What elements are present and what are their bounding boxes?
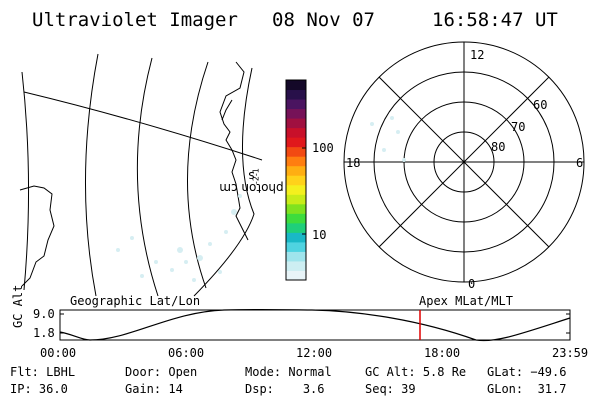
colorbar-block — [286, 260, 306, 271]
colorbar-block — [286, 118, 306, 129]
status-gain: Gain: 14 — [125, 382, 183, 396]
coastline — [221, 99, 233, 121]
colorbar — [285, 79, 307, 281]
colorbar-block — [286, 165, 306, 176]
status-seq: Seq: 39 — [365, 382, 416, 396]
observation-time: 16:58:47 UT — [432, 9, 558, 31]
longitude-line — [193, 67, 255, 297]
time-tick-1800: 18:00 — [424, 346, 461, 360]
longitude-line — [187, 61, 209, 289]
colorbar-block — [286, 203, 306, 214]
colorbar-block — [286, 184, 306, 195]
status-glat: GLat: −49.6 — [487, 365, 567, 379]
colorbar-tick-10: 10 — [312, 228, 327, 242]
colorbar-frame — [285, 79, 307, 281]
lat-label-70: 70 — [511, 120, 526, 134]
apex-label: Apex MLat/MLT — [419, 294, 513, 308]
colorbar-block — [286, 137, 306, 148]
altitude-y-low: 1.8 — [33, 326, 55, 340]
altitude-ticks — [60, 313, 570, 334]
colorbar-block — [286, 270, 306, 281]
colorbar-block — [286, 241, 306, 252]
geographic-label: Geographic Lat/Lon — [70, 294, 201, 308]
colorbar-block — [286, 99, 306, 110]
coastline — [219, 61, 249, 241]
mlt-label-6: 6 — [576, 156, 584, 170]
status-dsp: Dsp: 3.6 — [245, 382, 325, 396]
altitude-y-high: 9.0 — [33, 307, 55, 321]
colorbar-block — [286, 194, 306, 205]
status-glon: GLon: 31.7 — [487, 382, 567, 396]
lat-label-60: 60 — [533, 98, 548, 112]
polar-plot — [343, 41, 585, 283]
mlt-label-12: 12 — [470, 48, 485, 62]
colorbar-block — [286, 108, 306, 119]
lat-label-80: 80 — [491, 140, 506, 154]
altitude-curve — [59, 308, 571, 342]
colorbar-block — [286, 175, 306, 186]
observation-date: 08 Nov 07 — [272, 9, 375, 31]
colorbar-block — [286, 222, 306, 233]
longitude-line — [136, 57, 159, 297]
status-mode: Mode: Normal — [245, 365, 332, 379]
altitude-panel — [59, 308, 571, 342]
geographic-map — [19, 53, 263, 297]
longitude-line — [85, 53, 99, 297]
mlt-meridian-diag — [378, 76, 550, 248]
status-gcalt: GC Alt: 5.8 Re — [365, 365, 467, 379]
colorbar-blocks — [286, 80, 306, 281]
polar-speckles — [370, 116, 406, 162]
colorbar-block — [286, 80, 306, 91]
altitude-axis-title: GC Alt — [11, 284, 25, 328]
coastline — [19, 185, 55, 287]
status-flt: Flt: LBHL — [10, 365, 76, 379]
mlt-label-0: 0 — [468, 277, 476, 291]
status-ip: IP: 36.0 — [10, 382, 68, 396]
colorbar-tick-100: 100 — [312, 141, 334, 155]
colorbar-block — [286, 213, 306, 224]
colorbar-block — [286, 146, 306, 157]
longitude-line — [21, 71, 30, 291]
colorbar-block — [286, 127, 306, 138]
time-tick-1200: 12:00 — [296, 346, 333, 360]
colorbar-block — [286, 156, 306, 167]
emission-speckles — [116, 194, 242, 282]
colorbar-block — [286, 251, 306, 262]
altitude-frame — [59, 309, 571, 341]
colorbar-block — [286, 232, 306, 243]
mlt-label-18: 18 — [346, 156, 361, 170]
colorbar-block — [286, 89, 306, 100]
instrument-title: Ultraviolet Imager — [32, 9, 238, 31]
time-tick-2359: 23:59 — [552, 346, 589, 360]
time-tick-0000: 00:00 — [40, 346, 77, 360]
status-door: Door: Open — [125, 365, 198, 379]
time-tick-0600: 06:00 — [168, 346, 205, 360]
